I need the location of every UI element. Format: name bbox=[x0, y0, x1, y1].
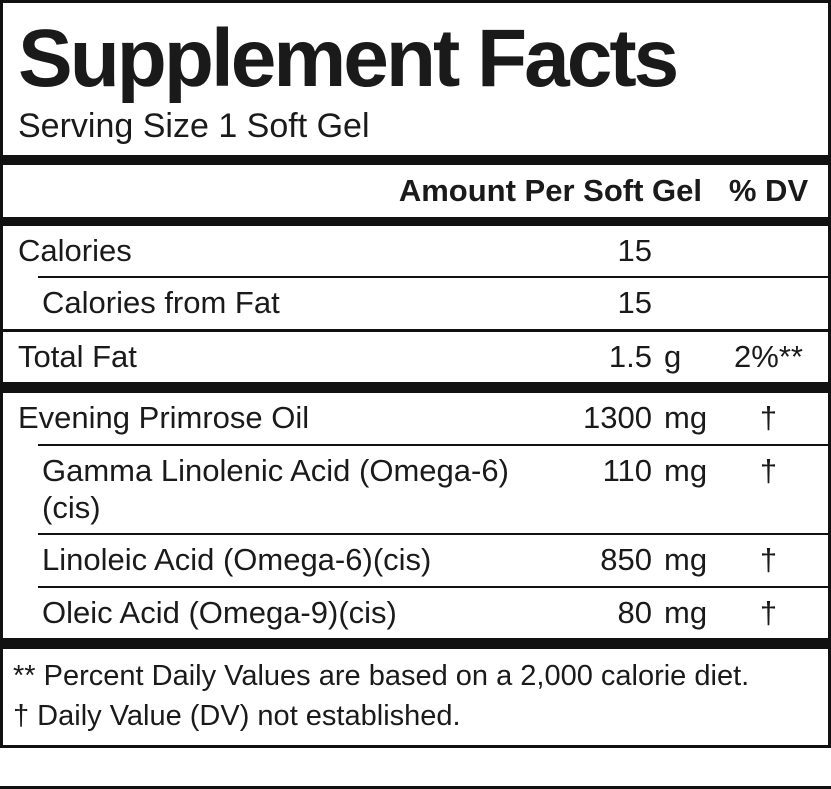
thin-rule bbox=[38, 533, 828, 536]
nutrient-row-linoleic-acid: Linoleic Acid (Omega-6)(cis) 850 mg † bbox=[3, 535, 828, 586]
footnote-dagger: † Daily Value (DV) not established. bbox=[13, 700, 461, 733]
nutrient-name: Gamma Linolenic Acid (Omega-6)(cis) bbox=[42, 452, 509, 525]
thin-rule bbox=[38, 443, 828, 446]
nutrient-unit: mg bbox=[664, 452, 708, 488]
nutrient-unit: g bbox=[664, 338, 682, 374]
thick-rule-top bbox=[3, 154, 828, 165]
nutrient-row-gamma-linolenic-acid: Gamma Linolenic Acid (Omega-6)(cis) 110 … bbox=[3, 446, 828, 533]
serving-size: Serving Size 1 Soft Gel bbox=[18, 106, 370, 145]
nutrient-dv: † bbox=[759, 594, 778, 630]
panel-title: Supplement Facts bbox=[18, 13, 679, 104]
nutrient-dv: 2%** bbox=[734, 338, 803, 374]
nutrient-dv: † bbox=[759, 400, 778, 436]
nutrient-amount: 110 bbox=[602, 452, 652, 488]
nutrient-amount: 15 bbox=[617, 232, 652, 268]
nutrient-unit: mg bbox=[664, 542, 708, 578]
thin-rule bbox=[38, 276, 828, 279]
thin-rule bbox=[38, 585, 828, 588]
nutrient-name: Oleic Acid (Omega-9)(cis) bbox=[42, 594, 397, 630]
thin-rule-full bbox=[3, 328, 828, 332]
nutrient-amount: 15 bbox=[617, 285, 652, 321]
nutrient-amount: 1.5 bbox=[608, 338, 652, 374]
footnote-percent-dv: ** Percent Daily Values are based on a 2… bbox=[13, 660, 750, 693]
nutrient-row-calories: Calories 15 bbox=[3, 226, 828, 277]
thick-rule-section bbox=[3, 382, 828, 394]
nutrient-name: Total Fat bbox=[18, 338, 137, 374]
other-ingredients: Other Ingredients: Soft Gel Shell: Beef … bbox=[0, 704, 831, 789]
nutrient-dv: † bbox=[759, 542, 778, 578]
column-header-row: Amount Per Soft Gel % DV bbox=[3, 165, 828, 217]
thick-rule-header bbox=[3, 216, 828, 226]
column-header-amount: Amount Per Soft Gel bbox=[398, 172, 702, 208]
nutrient-amount: 1300 bbox=[583, 400, 652, 436]
nutrient-row-total-fat: Total Fat 1.5 g 2%** bbox=[3, 332, 828, 383]
nutrient-row-calories-from-fat: Calories from Fat 15 bbox=[3, 278, 828, 329]
nutrient-row-oleic-acid: Oleic Acid (Omega-9)(cis) 80 mg † bbox=[3, 588, 828, 639]
nutrient-unit: mg bbox=[664, 400, 708, 436]
thick-rule-footnote bbox=[3, 638, 828, 650]
supplement-facts-panel: Supplement Facts Serving Size 1 Soft Gel… bbox=[0, 0, 831, 749]
nutrient-amount: 80 bbox=[617, 594, 652, 630]
nutrient-name: Linoleic Acid (Omega-6)(cis) bbox=[42, 542, 432, 578]
footnotes: ** Percent Daily Values are based on a 2… bbox=[3, 649, 828, 745]
nutrient-unit: mg bbox=[664, 594, 708, 630]
nutrient-dv: † bbox=[759, 452, 778, 488]
bottom-rule bbox=[0, 786, 831, 789]
nutrient-amount: 850 bbox=[600, 542, 652, 578]
column-header-dv: % DV bbox=[728, 172, 809, 208]
nutrient-name: Calories from Fat bbox=[42, 285, 280, 321]
nutrient-name: Calories bbox=[18, 232, 132, 268]
nutrient-row-evening-primrose-oil: Evening Primrose Oil 1300 mg † bbox=[3, 393, 828, 444]
nutrient-name: Evening Primrose Oil bbox=[18, 400, 310, 436]
